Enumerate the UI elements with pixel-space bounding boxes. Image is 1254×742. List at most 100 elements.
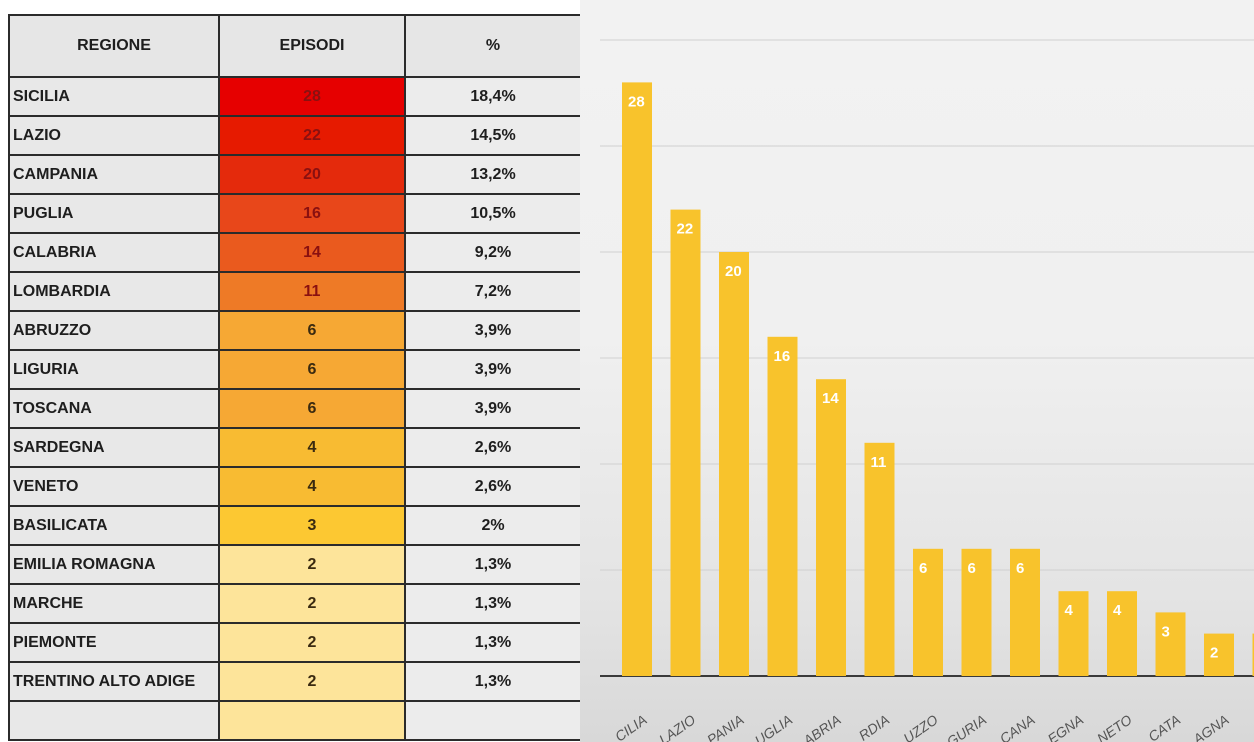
bar-lombardia bbox=[864, 442, 895, 676]
percent-cell: 2,6% bbox=[404, 427, 580, 468]
x-tick-label: PANIA bbox=[704, 711, 747, 742]
data-label: 11 bbox=[871, 454, 887, 471]
table-row: SARDEGNA 4 2,6% bbox=[8, 427, 580, 468]
bar-chart-panel: 28 CILIA 22 LAZIO 20 PANIA 16 UGLIA 14 ABRIA 11 RDI… bbox=[580, 0, 1254, 742]
table-row: CALABRIA 14 9,2% bbox=[8, 232, 580, 273]
x-tick-label: UGLIA bbox=[752, 711, 796, 742]
region-cell: PUGLIA bbox=[8, 193, 220, 234]
table-row: CAMPANIA 20 13,2% bbox=[8, 154, 580, 195]
data-label: 28 bbox=[628, 93, 645, 110]
region-cell: LIGURIA bbox=[8, 349, 220, 390]
table-row: PIEMONTE 2 1,3% bbox=[8, 622, 580, 663]
table-row: TOSCANA 6 3,9% bbox=[8, 388, 580, 429]
region-cell: LOMBARDIA bbox=[8, 271, 220, 312]
episodes-cell: 4 bbox=[218, 466, 406, 507]
table-row: LOMBARDIA 11 7,2% bbox=[8, 271, 580, 312]
region-cell: BASILICATA bbox=[8, 505, 220, 546]
episodes-cell: 4 bbox=[218, 427, 406, 468]
bar-puglia bbox=[767, 336, 798, 676]
episodes-cell: 3 bbox=[218, 505, 406, 546]
percent-cell: 9,2% bbox=[404, 232, 580, 273]
x-tick-label: GURIA bbox=[944, 711, 990, 742]
bar-sicilia bbox=[622, 82, 652, 676]
region-cell: SARDEGNA bbox=[8, 427, 220, 468]
table-row: ABRUZZO 6 3,9% bbox=[8, 310, 580, 351]
table-row: VENETO 4 2,6% bbox=[8, 466, 580, 507]
episodes-cell: 2 bbox=[218, 661, 406, 702]
x-tick-label: UZZO bbox=[900, 711, 940, 742]
episodes-cell: 28 bbox=[218, 76, 406, 117]
percent-cell: 18,4% bbox=[404, 76, 580, 117]
episodes-cell: 6 bbox=[218, 310, 406, 351]
data-label: 2 bbox=[1210, 645, 1218, 662]
episodes-cell: 6 bbox=[218, 349, 406, 390]
region-cell: TOSCANA bbox=[8, 388, 220, 429]
region-cell: LAZIO bbox=[8, 115, 220, 156]
region-cell: VENETO bbox=[8, 466, 220, 507]
region-cell: EMILIA ROMAGNA bbox=[8, 544, 220, 585]
percent-cell bbox=[404, 700, 580, 741]
bar-marche bbox=[1252, 633, 1254, 676]
table-row: LIGURIA 6 3,9% bbox=[8, 349, 580, 390]
region-cell: SICILIA bbox=[8, 76, 220, 117]
episodes-cell: 16 bbox=[218, 193, 406, 234]
table-row: EMILIA ROMAGNA 2 1,3% bbox=[8, 544, 580, 585]
data-label: 14 bbox=[822, 390, 839, 407]
percent-cell: 3,9% bbox=[404, 349, 580, 390]
bar-calabria bbox=[816, 379, 846, 676]
x-tick-label: NETO bbox=[1094, 711, 1135, 742]
bar-veneto bbox=[1107, 591, 1137, 676]
data-label: 20 bbox=[725, 263, 742, 280]
table-row: PUGLIA 16 10,5% bbox=[8, 193, 580, 234]
table-row: TRENTINO ALTO ADIGE 2 1,3% bbox=[8, 661, 580, 702]
episodes-table: REGIONE EPISODI % SICILIA 28 18,4% LAZIO 22 1… bbox=[8, 14, 580, 741]
percent-cell: 2% bbox=[404, 505, 580, 546]
region-cell: CALABRIA bbox=[8, 232, 220, 273]
percent-cell: 1,3% bbox=[404, 544, 580, 585]
percent-cell: 10,5% bbox=[404, 193, 580, 234]
percent-cell: 3,9% bbox=[404, 310, 580, 351]
episodes-cell bbox=[218, 700, 406, 741]
header-percent: % bbox=[404, 14, 580, 78]
episodes-cell: 2 bbox=[218, 544, 406, 585]
data-label: 4 bbox=[1065, 602, 1074, 619]
header-regione: REGIONE bbox=[8, 14, 220, 78]
episodes-table-container: REGIONE EPISODI % SICILIA 28 18,4% LAZIO 22 1… bbox=[8, 14, 580, 742]
episodes-cell: 2 bbox=[218, 583, 406, 624]
data-label: 6 bbox=[968, 560, 976, 577]
bar-liguria bbox=[961, 548, 992, 676]
percent-cell: 1,3% bbox=[404, 661, 580, 702]
percent-cell: 3,9% bbox=[404, 388, 580, 429]
table-row bbox=[8, 700, 580, 741]
region-cell: CAMPANIA bbox=[8, 154, 220, 195]
x-tick-label: CANA bbox=[997, 711, 1038, 742]
region-cell: TRENTINO ALTO ADIGE bbox=[8, 661, 220, 702]
episodes-cell: 14 bbox=[218, 232, 406, 273]
bar-abruzzo bbox=[913, 548, 943, 676]
percent-cell: 7,2% bbox=[404, 271, 580, 312]
header-episodi: EPISODI bbox=[218, 14, 406, 78]
percent-cell: 2,6% bbox=[404, 466, 580, 507]
data-label: 22 bbox=[677, 221, 694, 238]
bar-chart: 28 CILIA 22 LAZIO 20 PANIA 16 UGLIA 14 ABRIA 11 RDI… bbox=[600, 39, 1254, 742]
percent-cell: 1,3% bbox=[404, 622, 580, 663]
bar-toscana bbox=[1010, 548, 1040, 676]
bar-basilicata bbox=[1155, 612, 1186, 676]
table-row: MARCHE 2 1,3% bbox=[8, 583, 580, 624]
x-tick-label: CILIA bbox=[612, 711, 650, 742]
bar-lazio bbox=[670, 209, 701, 676]
x-tick-label: LAZIO bbox=[656, 711, 698, 742]
region-cell: MARCHE bbox=[8, 583, 220, 624]
table-row: SICILIA 28 18,4% bbox=[8, 76, 580, 117]
x-tick-label: AGNA bbox=[1189, 711, 1232, 742]
data-label: 16 bbox=[774, 348, 791, 365]
episodes-cell: 6 bbox=[218, 388, 406, 429]
episodes-cell: 11 bbox=[218, 271, 406, 312]
region-cell bbox=[8, 700, 220, 741]
episodes-cell: 22 bbox=[218, 115, 406, 156]
bar-campania bbox=[719, 252, 749, 676]
bar-sardegna bbox=[1058, 591, 1089, 676]
x-tick-label: RDIA bbox=[856, 711, 893, 742]
data-label: 3 bbox=[1162, 623, 1170, 640]
data-label: 6 bbox=[919, 560, 927, 577]
